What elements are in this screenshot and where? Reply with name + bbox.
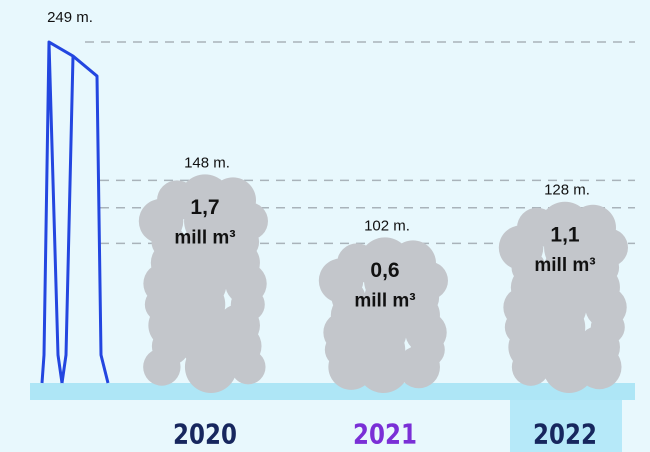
reference-building: [40, 40, 110, 384]
cloud: [318, 237, 448, 393]
volume-label: 1,7: [190, 196, 219, 219]
x-tick-label: 2022: [533, 419, 597, 452]
height-label: 128 m.: [544, 182, 590, 199]
volume-label: 1,1: [550, 223, 580, 246]
cloud: [498, 201, 628, 393]
x-tick-label: 2021: [353, 419, 417, 452]
volume-label: 0,6: [370, 259, 399, 282]
ground: [30, 383, 635, 400]
highlight: [510, 400, 622, 452]
height-label: 102 m.: [364, 217, 410, 234]
x-tick-label: 2020: [173, 419, 237, 452]
volume-unit: mill m³: [174, 227, 235, 248]
cloud: [138, 174, 268, 393]
height-label: 148 m.: [184, 154, 230, 171]
volume-unit: mill m³: [354, 290, 415, 311]
volume-unit: mill m³: [534, 255, 595, 276]
reference-label: 249 m.: [47, 9, 93, 26]
